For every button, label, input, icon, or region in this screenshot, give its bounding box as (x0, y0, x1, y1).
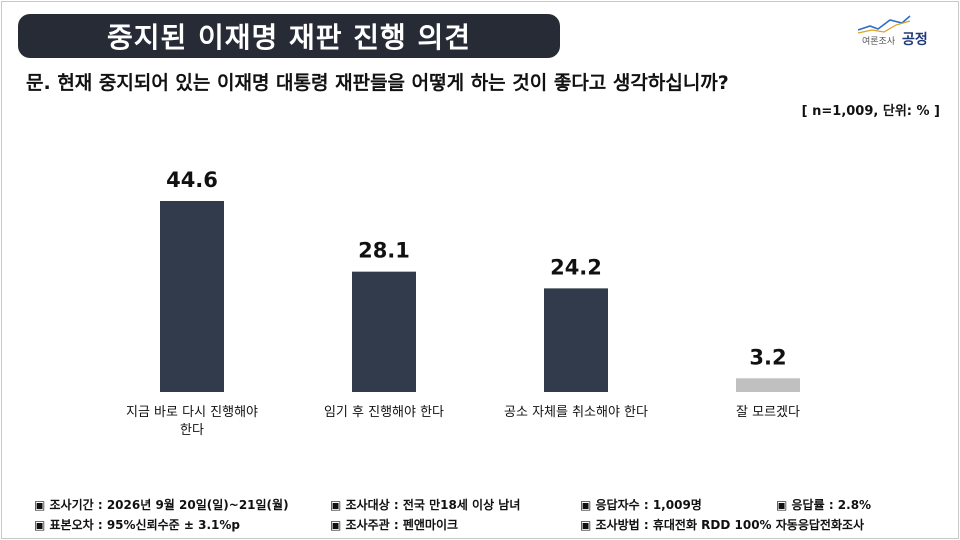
bar-1 (160, 201, 224, 392)
footer-method: ▣ 조사방법 : 휴대전화 RDD 100% 자동응답전화조사 (580, 518, 865, 532)
title-banner: 중지된 이재명 재판 진행 의견 (18, 14, 560, 58)
category-label-4: 잘 모르겠다 (736, 405, 800, 420)
sample-unit-note: [ n=1,009, 단위: % ] (801, 104, 940, 119)
logo-subtext: 여론조사 (862, 37, 896, 47)
value-label-3: 24.2 (550, 255, 602, 279)
category-label-1-line-2: 한다 (180, 423, 204, 438)
bar-3 (544, 288, 608, 392)
footer-respondents: ▣ 응답자수 : 1,009명 (580, 498, 702, 512)
category-label-1-line-1: 지금 바로 다시 진행해야 (126, 404, 258, 420)
survey-question: 문. 현재 중지되어 있는 이재명 대통령 재판들을 어떻게 하는 것이 좋다고… (26, 72, 729, 94)
chart-line-logo-icon (857, 15, 911, 34)
value-label-2: 28.1 (358, 239, 410, 263)
logo-text: 공정 (902, 32, 928, 48)
logo: 여론조사 공정 (852, 14, 936, 48)
bar-2 (352, 271, 416, 392)
footer-response-rate: ▣ 응답률 : 2.8% (776, 498, 872, 512)
value-label-4: 3.2 (749, 345, 786, 369)
footer-target: ▣ 조사대상 : 전국 만18세 이상 남녀 (330, 498, 521, 512)
footer-error: ▣ 표본오차 : 95%신뢰수준 ± 3.1%p (34, 518, 240, 532)
category-label-3: 공소 자체를 취소해야 한다 (504, 405, 648, 420)
footer-period: ▣ 조사기간 : 2026년 9월 20일(일)~21일(월) (34, 498, 289, 512)
bar-4 (736, 378, 800, 392)
footer-sponsor: ▣ 조사주관 : 펜앤마이크 (330, 518, 459, 532)
page-title: 중지된 이재명 재판 진행 의견 (106, 21, 472, 54)
value-label-1: 44.6 (166, 168, 218, 192)
category-label-2: 임기 후 진행해야 한다 (324, 404, 444, 420)
